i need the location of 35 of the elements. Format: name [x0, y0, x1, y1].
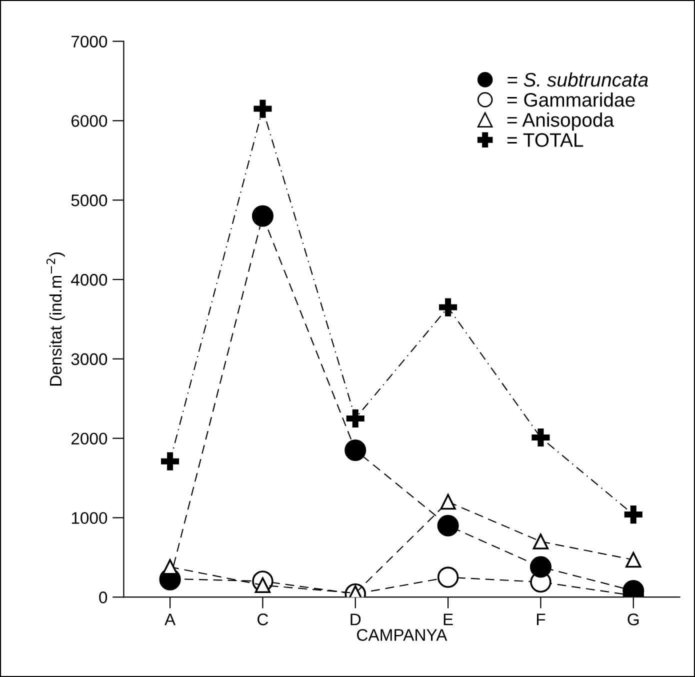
legend-label: = S. subtruncata [508, 72, 648, 87]
point [254, 100, 272, 118]
legend-label: = Anisopoda [507, 112, 614, 131]
legend-label: = Gammaridae [507, 92, 635, 107]
point [346, 409, 364, 428]
point [439, 298, 458, 316]
point [344, 439, 366, 461]
y-tick-label: 7000 [72, 36, 108, 48]
y-axis-title: Densitat (ind.m$^{−2}$) [46, 252, 65, 386]
y-tick-label: 5000 [71, 194, 108, 206]
point [440, 494, 456, 510]
point [532, 428, 550, 447]
y-tick-label: 4000 [71, 274, 108, 286]
legend-label: = TOTAL [507, 133, 584, 147]
point [252, 205, 274, 227]
point [437, 514, 459, 536]
x-axis-title: CAMPANYA [357, 629, 448, 641]
point [624, 506, 642, 524]
x-tick-label: D [350, 614, 361, 626]
y-tick-label: 2000 [72, 432, 108, 445]
x-tick-label: C [258, 614, 268, 626]
x-tick-label: A [164, 614, 176, 626]
y-tick-label: 6000 [72, 115, 108, 127]
y-tick-label: 1000 [72, 512, 108, 524]
point [437, 566, 459, 588]
point [161, 452, 180, 470]
y-tick-label: 0 [99, 592, 108, 604]
point [532, 534, 549, 550]
point [162, 559, 178, 575]
y-tick-label: 3000 [71, 353, 108, 366]
point [626, 552, 642, 568]
point [530, 556, 552, 578]
x-tick-label: E [444, 614, 453, 626]
x-tick-label: F [536, 614, 546, 626]
x-tick-label: G [628, 614, 639, 626]
